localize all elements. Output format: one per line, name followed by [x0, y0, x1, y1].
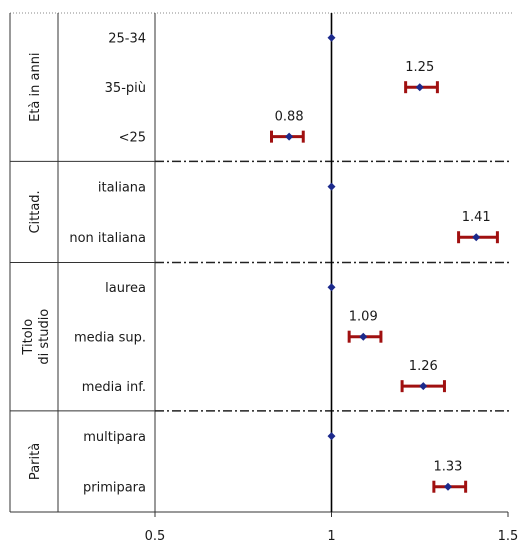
data-label: 1.26	[409, 359, 438, 374]
category-label: <25	[119, 131, 146, 146]
category-label: 25-34	[108, 32, 146, 47]
point-estimate	[472, 233, 481, 242]
x-tick-label: 1.5	[498, 529, 519, 544]
category-label: media sup.	[74, 331, 146, 346]
group-label-line: Titolo	[21, 319, 36, 356]
x-tick-label: 0.5	[145, 529, 166, 544]
group-label: Cittad.	[28, 190, 43, 233]
data-label: 0.88	[275, 110, 304, 125]
group-label: Parità	[28, 443, 43, 480]
data-label: 1.33	[434, 460, 463, 475]
group-label-line: di studio	[37, 309, 52, 365]
group-label: Età in anni	[28, 52, 43, 121]
point-estimate	[419, 382, 428, 391]
point-estimate	[285, 132, 294, 141]
category-label: 35-più	[105, 81, 146, 96]
point-estimate	[327, 283, 336, 292]
point-estimate	[327, 182, 336, 191]
category-label: media inf.	[82, 380, 146, 395]
category-label: non italiana	[69, 231, 146, 246]
point-estimate	[359, 332, 368, 341]
data-label: 1.25	[405, 60, 434, 75]
data-label: 1.41	[462, 210, 491, 225]
category-label: multipara	[83, 430, 146, 445]
category-label: italiana	[98, 181, 146, 196]
group-label: Titolodi studio	[21, 309, 52, 365]
data-label: 1.09	[349, 310, 378, 325]
point-estimate	[415, 83, 424, 92]
point-estimate	[327, 33, 336, 42]
point-estimate	[443, 482, 452, 491]
category-label: primipara	[83, 481, 146, 496]
category-label: laurea	[105, 281, 146, 296]
x-tick-label: 1	[327, 529, 335, 544]
point-estimate	[327, 432, 336, 441]
